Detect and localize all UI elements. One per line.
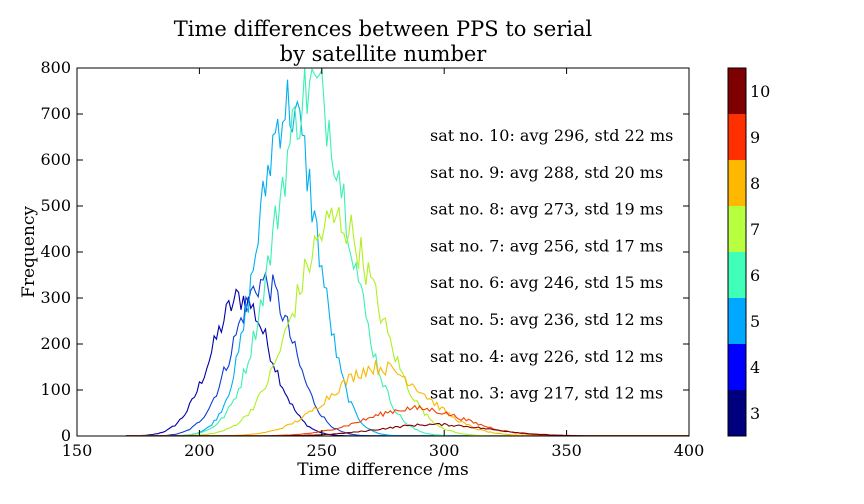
x-tick-label: 300 [429, 441, 460, 460]
annotation-text: sat no. 7: avg 256, std 17 ms [430, 236, 663, 255]
y-tick-label: 700 [40, 104, 71, 123]
colorbar-label: 3 [750, 404, 760, 423]
colorbar-label: 6 [750, 266, 760, 285]
x-tick-label: 200 [184, 441, 215, 460]
y-tick-label: 400 [40, 242, 71, 261]
chart-title: Time differences between PPS to serial [174, 17, 593, 41]
x-tick-label: 400 [674, 441, 705, 460]
x-tick-label: 150 [62, 441, 93, 460]
colorbar-segment [728, 344, 746, 390]
y-tick-label: 300 [40, 288, 71, 307]
x-axis-label: Time difference /ms [297, 460, 469, 480]
colorbar-label: 10 [750, 82, 770, 101]
y-tick-label: 600 [40, 150, 71, 169]
y-tick-label: 100 [40, 380, 71, 399]
colorbar-label: 7 [750, 220, 760, 239]
y-tick-label: 0 [61, 426, 71, 445]
annotation-text: sat no. 4: avg 226, std 12 ms [430, 347, 663, 366]
colorbar-frame [727, 67, 747, 437]
colorbar-label: 4 [750, 358, 760, 377]
x-axis-ticks: 150 200 250 300 350 400 [62, 68, 705, 460]
colorbar-segment [728, 390, 746, 436]
annotation-layer: sat no. 10: avg 296, std 22 ms sat no. 9:… [430, 126, 673, 403]
y-tick-label: 500 [40, 196, 71, 215]
annotation-text: sat no. 10: avg 296, std 22 ms [430, 126, 673, 145]
series-line-sat-9 [126, 404, 689, 437]
colorbar-label: 5 [750, 312, 760, 331]
colorbar-segment [728, 206, 746, 252]
colorbar: 3 4 5 6 7 8 9 10 [727, 67, 770, 437]
x-tick-label: 350 [551, 441, 582, 460]
colorbar-segment [728, 298, 746, 344]
colorbar-segment [728, 160, 746, 206]
y-axis-label: Frequency [19, 206, 39, 298]
y-axis-ticks: 0 100 200 300 400 500 600 700 800 [40, 58, 689, 445]
annotation-text: sat no. 6: avg 246, std 15 ms [430, 273, 663, 292]
colorbar-segment [728, 252, 746, 298]
y-tick-label: 800 [40, 58, 71, 77]
chart-subtitle: by satellite number [280, 42, 488, 66]
annotation-text: sat no. 9: avg 288, std 20 ms [430, 163, 663, 182]
colorbar-segment [728, 114, 746, 160]
annotation-text: sat no. 5: avg 236, std 12 ms [430, 310, 663, 329]
colorbar-segment [728, 68, 746, 114]
y-tick-label: 200 [40, 334, 71, 353]
colorbar-label: 8 [750, 174, 760, 193]
annotation-text: sat no. 8: avg 273, std 19 ms [430, 200, 663, 219]
x-tick-label: 250 [307, 441, 338, 460]
colorbar-label: 9 [750, 128, 760, 147]
annotation-text: sat no. 3: avg 217, std 12 ms [430, 384, 663, 403]
